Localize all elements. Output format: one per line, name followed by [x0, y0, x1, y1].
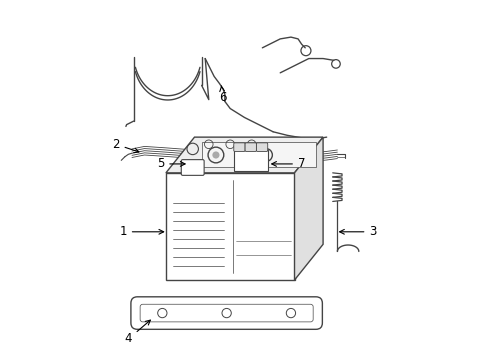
FancyBboxPatch shape — [181, 159, 203, 175]
Bar — [233, 150, 267, 171]
Text: 5: 5 — [157, 157, 185, 170]
Circle shape — [212, 152, 219, 158]
Circle shape — [263, 152, 268, 158]
Text: 1: 1 — [119, 225, 163, 238]
Text: 2: 2 — [112, 138, 139, 153]
FancyBboxPatch shape — [256, 143, 267, 152]
Polygon shape — [201, 143, 315, 167]
Bar — [165, 173, 294, 280]
FancyBboxPatch shape — [131, 297, 322, 329]
FancyBboxPatch shape — [140, 304, 312, 322]
Text: 4: 4 — [124, 320, 150, 346]
Text: 7: 7 — [271, 157, 305, 170]
FancyBboxPatch shape — [233, 143, 244, 152]
Polygon shape — [294, 137, 323, 280]
Text: 3: 3 — [339, 225, 376, 238]
Polygon shape — [165, 137, 323, 173]
FancyBboxPatch shape — [244, 143, 256, 152]
Text: 6: 6 — [219, 86, 226, 104]
